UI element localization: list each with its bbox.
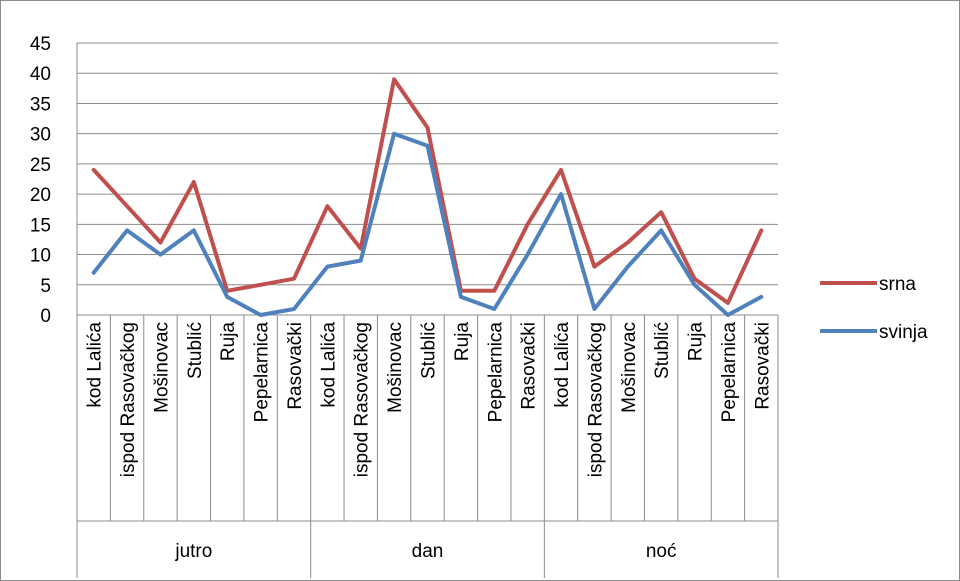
- legend-label-svinja: svinja: [879, 322, 928, 343]
- x-tick-label: Mošinovac: [151, 322, 172, 413]
- y-tick-label: 20: [30, 185, 51, 206]
- x-tick-label: Rasovački: [285, 322, 306, 410]
- x-tick-label: Stublić: [419, 322, 440, 379]
- y-tick-label: 10: [30, 246, 51, 267]
- x-tick-label: Pepelarnica: [252, 322, 273, 423]
- x-tick-label: ispod Rasovačkog: [352, 322, 373, 477]
- x-tick-label: Ruja: [218, 322, 239, 362]
- legend-label-srna: srna: [879, 274, 916, 295]
- series-line-svinja: [91, 131, 764, 317]
- x-tick-label: Rasovački: [519, 322, 540, 410]
- x-tick-label: kod Lalića: [552, 322, 573, 408]
- x-axis: kod Lalića ispod Rasovačkog Mošinovac Stubl…: [76, 43, 779, 578]
- x-tick-label: Pepelarnica: [485, 322, 506, 423]
- series-line-srna: [91, 77, 764, 305]
- y-axis-tick-labels: 0 5 10 15 20 25 30 35 40 45: [30, 34, 51, 327]
- y-tick-label: 25: [30, 155, 51, 176]
- y-tick-label: 30: [30, 125, 51, 146]
- x-tick-label: kod Lalića: [85, 322, 106, 408]
- x-tick-label: Pepelarnica: [719, 322, 740, 423]
- group-label: jutro: [174, 541, 212, 562]
- x-tick-label: Ruja: [686, 322, 707, 362]
- x-tick-label: kod Lalića: [318, 322, 339, 408]
- x-tick-label: Ruja: [452, 322, 473, 362]
- x-tick-label: Stublić: [652, 322, 673, 379]
- series-lines: [91, 77, 764, 317]
- y-tick-label: 0: [40, 306, 51, 327]
- y-tick-label: 45: [30, 34, 51, 55]
- y-tick-label: 40: [30, 64, 51, 85]
- y-tick-label: 5: [40, 276, 51, 297]
- x-tick-label: Rasovački: [752, 322, 773, 410]
- y-tick-label: 15: [30, 215, 51, 236]
- x-tick-label: Mošinovac: [385, 322, 406, 413]
- group-label: dan: [412, 541, 444, 562]
- group-label: noć: [646, 541, 677, 562]
- x-tick-label: Stublić: [185, 322, 206, 379]
- x-tick-label: ispod Rasovačkog: [118, 322, 139, 477]
- x-tick-label: Mošinovac: [619, 322, 640, 413]
- y-tick-label: 35: [30, 94, 51, 115]
- legend: srna svinja: [820, 274, 928, 343]
- x-tick-label: ispod Rasovačkog: [585, 322, 606, 477]
